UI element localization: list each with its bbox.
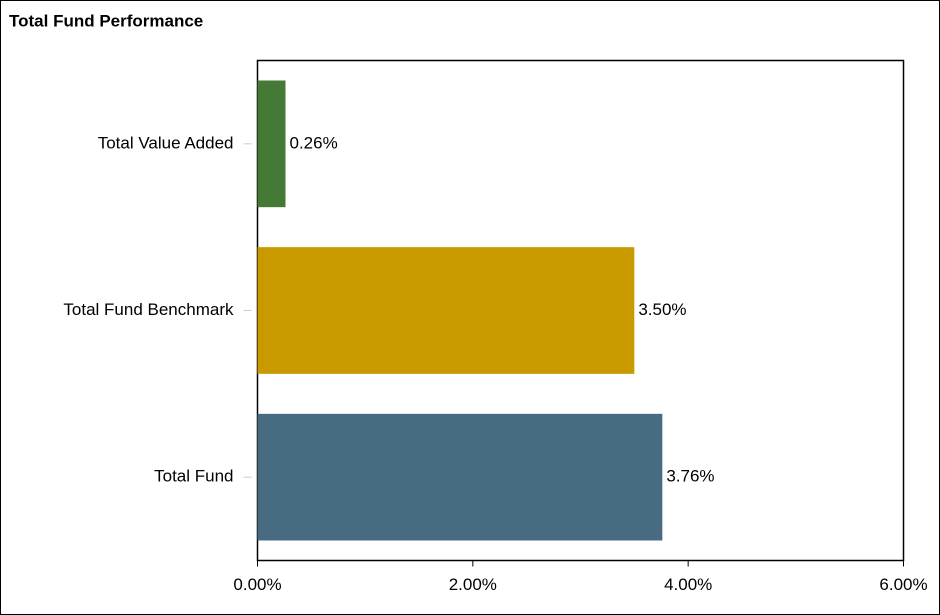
y-tick-label: Total Fund Benchmark [63, 300, 234, 319]
x-tick-label: 6.00% [879, 575, 927, 594]
y-tick-label: Total Fund [154, 467, 233, 486]
chart-title: Total Fund Performance [9, 11, 203, 30]
bar [257, 413, 663, 541]
value-label: 3.76% [666, 467, 714, 486]
x-tick-label: 2.00% [449, 575, 497, 594]
bar [257, 247, 635, 374]
x-tick-label: 4.00% [664, 575, 712, 594]
x-tick-label: 0.00% [233, 575, 281, 594]
bar [257, 80, 286, 208]
value-label: 3.50% [638, 300, 686, 319]
y-tick-label: Total Value Added [98, 133, 234, 152]
value-label: 0.26% [289, 133, 337, 152]
